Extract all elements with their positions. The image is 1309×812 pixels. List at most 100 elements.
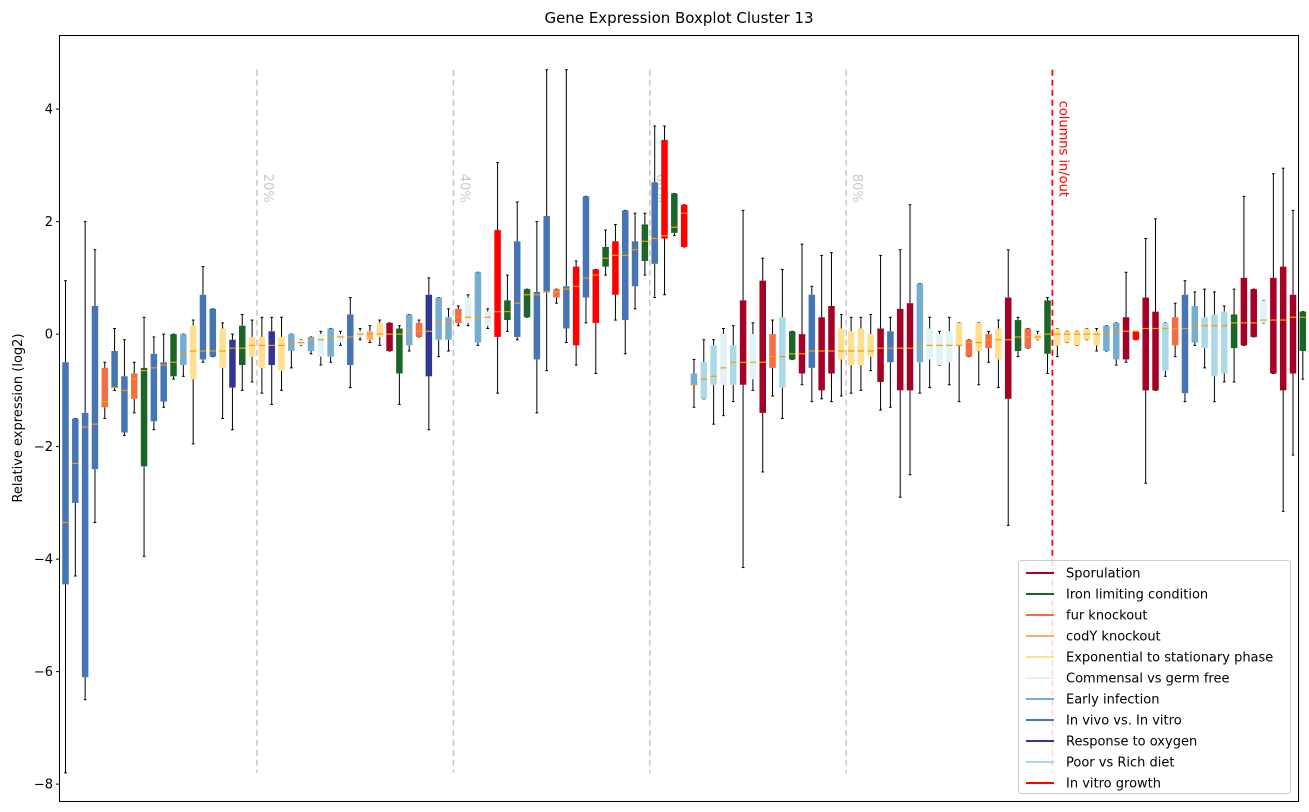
box-body (631, 241, 639, 287)
box-body (101, 367, 109, 408)
box-body (268, 331, 275, 366)
box-body (1260, 300, 1267, 323)
box-body (327, 328, 334, 357)
legend-label: Response to oxygen (1066, 735, 1197, 750)
box-body (337, 334, 344, 343)
box-60 (641, 212, 649, 276)
legend-label: In vivo vs. In vitro (1066, 714, 1182, 729)
box-71 (749, 322, 757, 391)
box-65 (690, 358, 698, 408)
box-126 (1289, 209, 1297, 456)
y-axis-label: Relative expression (log2) (11, 333, 26, 502)
box-body (317, 334, 325, 357)
box-body (867, 334, 874, 357)
box-body (887, 331, 894, 363)
box-99 (1024, 328, 1032, 349)
box-body (396, 328, 403, 374)
legend-label: In vitro growth (1066, 777, 1161, 792)
box-body (366, 331, 374, 340)
box-35 (396, 325, 403, 405)
box-89 (926, 316, 933, 389)
box-body (1250, 289, 1257, 337)
box-76 (798, 243, 806, 386)
box-body (995, 328, 1002, 360)
box-9 (140, 316, 148, 557)
box-body (759, 280, 766, 413)
box-107 (1103, 325, 1110, 352)
box-1 (62, 280, 69, 774)
box-77 (808, 285, 816, 403)
box-body (199, 294, 207, 360)
box-100 (1034, 330, 1041, 341)
box-30 (347, 297, 354, 389)
box-body (779, 317, 786, 388)
box-19 (239, 313, 246, 391)
box-50 (543, 69, 550, 372)
box-78 (818, 254, 825, 400)
box-body (602, 246, 609, 267)
box-16 (209, 308, 217, 358)
box-22 (268, 316, 275, 405)
box-3 (81, 221, 89, 701)
box-88 (916, 283, 924, 394)
box-73 (769, 319, 776, 397)
box-body (1152, 311, 1159, 391)
box-body (347, 314, 354, 366)
box-body (474, 272, 482, 343)
box-104 (1073, 330, 1081, 346)
box-body (749, 334, 757, 380)
box-body (975, 322, 983, 351)
box-body (1103, 325, 1110, 351)
box-36 (405, 313, 413, 352)
box-6 (111, 328, 118, 391)
box-body (513, 241, 521, 337)
box-body (121, 376, 128, 433)
box-body (248, 336, 256, 357)
legend-label: Exponential to stationary phase (1066, 651, 1273, 666)
box-68 (720, 328, 727, 417)
box-body (1004, 297, 1012, 399)
box-body (258, 336, 266, 368)
box-body (1181, 294, 1189, 394)
boxes (62, 69, 1307, 774)
box-24 (288, 333, 295, 369)
box-body (160, 362, 167, 402)
box-body (572, 266, 580, 346)
box-10 (150, 336, 158, 431)
box-28 (327, 328, 334, 363)
box-95 (985, 330, 992, 363)
box-body (1230, 314, 1238, 349)
box-body (140, 367, 148, 467)
box-75 (788, 330, 796, 360)
box-body (91, 306, 99, 470)
box-49 (533, 221, 541, 414)
box-87 (906, 204, 914, 476)
box-body (700, 362, 708, 399)
box-90 (936, 330, 943, 366)
box-121 (1240, 195, 1248, 346)
box-113 (1162, 322, 1169, 377)
box-96 (995, 319, 1002, 389)
box-body (72, 418, 79, 503)
box-72 (759, 257, 766, 473)
box-83 (867, 313, 874, 372)
y-tick-label: −2 (34, 440, 53, 455)
box-7 (121, 339, 128, 436)
box-body (111, 351, 118, 388)
box-97 (1004, 249, 1012, 526)
box-body (386, 322, 393, 351)
box-4 (91, 249, 99, 524)
box-120 (1230, 288, 1238, 383)
box-body (435, 297, 442, 340)
box-2 (72, 418, 79, 577)
box-body (730, 345, 737, 385)
box-body (582, 196, 590, 298)
box-123 (1260, 299, 1267, 324)
box-84 (877, 254, 884, 411)
legend-label: codY knockout (1066, 630, 1161, 645)
box-body (1279, 266, 1287, 391)
box-17 (219, 322, 226, 419)
box-body (788, 331, 796, 360)
box-92 (955, 322, 963, 403)
box-body (189, 325, 197, 380)
